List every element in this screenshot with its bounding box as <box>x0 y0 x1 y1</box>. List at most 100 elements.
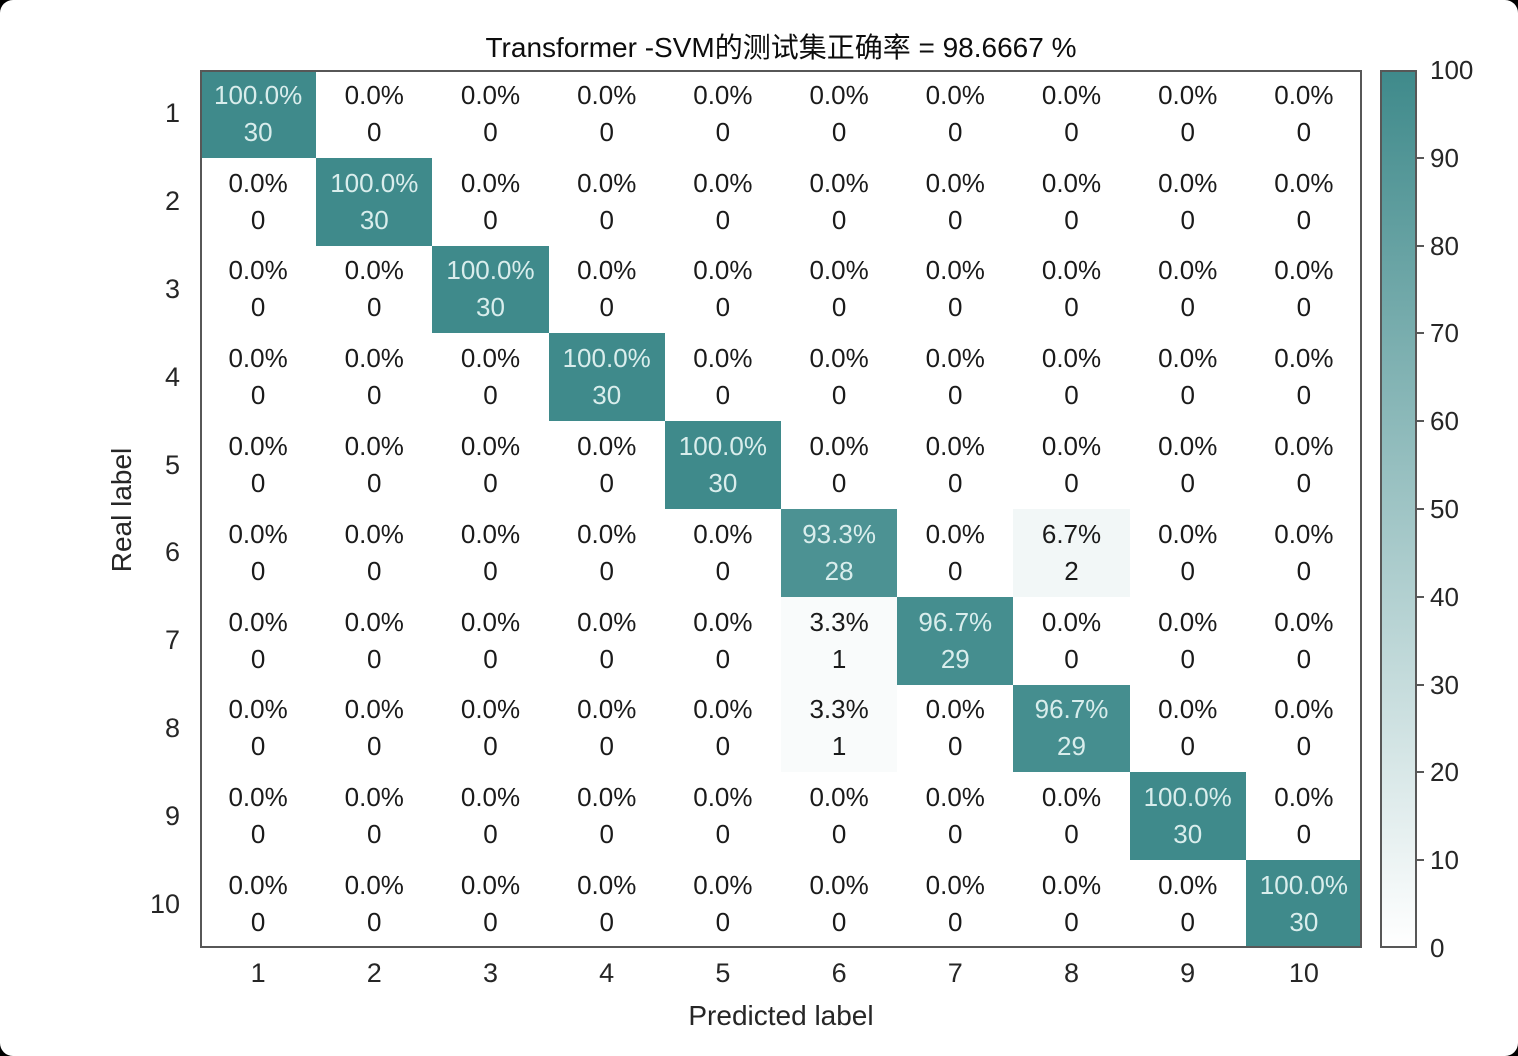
matrix-cell-r8c3: 0.0% 0 <box>432 684 549 773</box>
cell-count: 0 <box>715 731 731 762</box>
matrix-cell-r2c1: 0.0% 0 <box>200 157 317 246</box>
cell-count: 0 <box>250 468 266 499</box>
matrix-cell-r4c9: 0.0% 0 <box>1129 333 1246 422</box>
cell-percent: 0.0% <box>228 343 288 374</box>
matrix-cell-r4c4: 100.0% 30 <box>548 333 665 422</box>
y-tick-6: 6 <box>164 537 180 568</box>
cell-count: 0 <box>715 819 731 850</box>
matrix-cell-r5c3: 0.0% 0 <box>432 421 549 509</box>
colorbar-tick-label-30: 30 <box>1430 669 1459 700</box>
cell-count: 0 <box>483 643 498 674</box>
colorbar-tick-label-100: 100 <box>1430 55 1474 85</box>
matrix-cell-r9c1: 0.0% 0 <box>200 772 317 861</box>
cell-percent: 0.0% <box>809 782 869 813</box>
cell-percent: 0.0% <box>1158 870 1218 901</box>
matrix-cell-r9c2: 0.0% 0 <box>316 772 433 861</box>
cell-count: 0 <box>250 643 266 674</box>
cell-count: 0 <box>1296 468 1312 499</box>
cell-percent: 0.0% <box>460 870 521 901</box>
matrix-cell-r2c7: 0.0% 0 <box>897 157 1014 246</box>
cell-percent: 0.0% <box>925 167 985 198</box>
cell-percent: 0.0% <box>1274 694 1334 725</box>
matrix-cell-r2c5: 0.0% 0 <box>664 157 781 246</box>
cell-percent: 0.0% <box>344 870 404 901</box>
cell-count: 0 <box>1064 907 1079 938</box>
colorbar-tick-mark-20 <box>1415 771 1424 774</box>
cell-count: 0 <box>367 555 382 586</box>
cell-count: 0 <box>831 468 847 499</box>
cell-percent: 0.0% <box>693 870 753 901</box>
cell-count: 1 <box>831 643 847 674</box>
colorbar-tick-label-0: 0 <box>1430 933 1445 963</box>
matrix-cell-r4c6: 0.0% 0 <box>780 333 898 422</box>
y-tick-8: 8 <box>164 712 180 743</box>
cell-percent: 96.7% <box>1034 694 1109 725</box>
cell-percent: 0.0% <box>1158 167 1218 198</box>
cell-count: 0 <box>1296 643 1312 674</box>
matrix-cell-r6c2: 0.0% 0 <box>316 509 433 597</box>
cell-percent: 0.0% <box>693 79 753 110</box>
colorbar-tick-mark-80 <box>1415 244 1424 247</box>
cell-count: 0 <box>1296 819 1312 850</box>
cell-percent: 0.0% <box>344 606 404 637</box>
matrix-cell-r4c2: 0.0% 0 <box>316 333 433 422</box>
matrix-cell-r2c6: 0.0% 0 <box>780 157 898 246</box>
cell-count: 0 <box>1296 380 1312 411</box>
cell-percent: 0.0% <box>809 870 869 901</box>
cell-percent: 0.0% <box>1158 694 1218 725</box>
cell-percent: 0.0% <box>925 79 985 110</box>
cell-count: 0 <box>367 907 382 938</box>
matrix-cell-r1c3: 0.0% 0 <box>432 70 549 158</box>
matrix-cell-r1c6: 0.0% 0 <box>780 70 898 158</box>
cell-count: 0 <box>599 731 614 762</box>
matrix-cell-r4c10: 0.0% 0 <box>1245 333 1362 422</box>
cell-percent: 0.0% <box>1158 431 1218 462</box>
cell-count: 0 <box>715 907 731 938</box>
matrix-cell-r10c1: 0.0% 0 <box>200 860 317 948</box>
y-tick-9: 9 <box>164 800 180 831</box>
y-axis-label: Real label <box>106 447 137 573</box>
cell-percent: 0.0% <box>344 79 404 110</box>
colorbar-tick-mark-30 <box>1415 683 1424 686</box>
y-tick-5: 5 <box>164 449 180 480</box>
matrix-cell-r7c6: 3.3% 1 <box>780 596 898 685</box>
matrix-cell-r8c8: 96.7% 29 <box>1013 684 1130 773</box>
matrix-cell-r10c3: 0.0% 0 <box>432 860 549 948</box>
cell-percent: 93.3% <box>802 518 876 549</box>
cell-percent: 100.0% <box>446 255 535 286</box>
cell-percent: 0.0% <box>1274 255 1334 286</box>
matrix-cell-r6c9: 0.0% 0 <box>1129 509 1246 597</box>
cell-count: 0 <box>1296 204 1312 235</box>
matrix-cell-r9c5: 0.0% 0 <box>664 772 781 861</box>
colorbar-tick-label-10: 10 <box>1430 845 1459 876</box>
matrix-cell-r5c4: 0.0% 0 <box>548 421 665 509</box>
cell-percent: 0.0% <box>1041 782 1102 813</box>
cell-percent: 0.0% <box>577 606 637 637</box>
cell-percent: 0.0% <box>925 870 985 901</box>
cell-count: 0 <box>483 731 498 762</box>
colorbar-tick-label-20: 20 <box>1430 757 1459 788</box>
matrix-cell-r1c8: 0.0% 0 <box>1013 70 1130 158</box>
cell-percent: 0.0% <box>577 782 637 813</box>
cell-percent: 0.0% <box>460 79 521 110</box>
cell-count: 0 <box>948 468 963 499</box>
cell-percent: 100.0% <box>1143 782 1232 813</box>
cell-percent: 0.0% <box>1041 431 1102 462</box>
matrix-cell-r10c9: 0.0% 0 <box>1129 860 1246 948</box>
cell-percent: 0.0% <box>1274 518 1334 549</box>
matrix-cell-r9c6: 0.0% 0 <box>780 772 898 861</box>
matrix-cell-r2c4: 0.0% 0 <box>548 157 665 246</box>
cell-percent: 0.0% <box>693 167 753 198</box>
y-tick-3: 3 <box>164 273 180 304</box>
colorbar-tick-mark-90 <box>1415 156 1424 159</box>
matrix-cell-r2c3: 0.0% 0 <box>432 157 549 246</box>
cell-percent: 0.0% <box>1041 870 1102 901</box>
cell-percent: 0.0% <box>693 606 753 637</box>
cell-percent: 0.0% <box>693 518 753 549</box>
matrix-cell-r6c3: 0.0% 0 <box>432 509 549 597</box>
cell-percent: 0.0% <box>344 694 404 725</box>
matrix-cell-r7c8: 0.0% 0 <box>1013 596 1130 685</box>
cell-percent: 0.0% <box>693 343 753 374</box>
matrix-cell-r1c2: 0.0% 0 <box>316 70 433 158</box>
cell-count: 0 <box>250 731 266 762</box>
